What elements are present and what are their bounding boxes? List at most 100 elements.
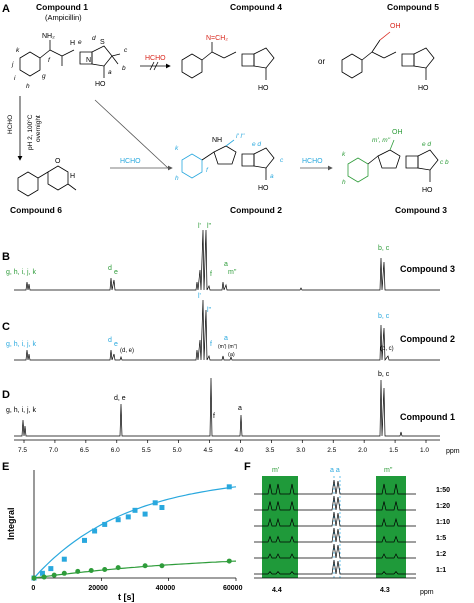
peak-d-aromatic: g, h, i, j, k — [6, 407, 36, 414]
blocked-mark-2 — [153, 61, 159, 71]
peak-b-aromatic: g, h, i, j, k — [6, 269, 36, 276]
arrow-diag-line — [94, 99, 169, 169]
e-point-blue — [48, 566, 54, 572]
peak-c-m-paren: (m') (m'') — [218, 344, 238, 350]
e-point-blue — [132, 507, 138, 513]
nmr-tick-label: 5.5 — [142, 447, 151, 454]
ho-label-c5: HO — [418, 85, 429, 92]
compound1-title: Compound 1 — [36, 2, 88, 12]
e-point-blue — [125, 514, 131, 520]
nmr-tick-label: 6.5 — [80, 447, 89, 454]
f-trace — [254, 543, 416, 559]
nmr-tick-label: 7.5 — [18, 447, 27, 454]
proton-m-c3: m', m'' — [372, 137, 391, 144]
e-fit-curve-blue — [33, 486, 237, 579]
peak-d-bc: b, c — [378, 371, 390, 378]
e-point-green — [51, 572, 57, 578]
peak-c-de-paren: (d, e) — [120, 348, 134, 354]
nmr-ticks: 7.5 7.0 6.5 6.0 5.5 5.0 4.5 4.0 3.5 3.0 2.5 2.0 1.5 1… — [18, 440, 429, 454]
e-point-blue — [115, 517, 121, 523]
h-label-c6: H — [70, 173, 75, 180]
compound5-structure — [341, 31, 435, 80]
peak-c-bc: b, c — [378, 313, 390, 320]
f-band-m2 — [376, 476, 406, 578]
peak-c-l1: l' — [198, 293, 201, 300]
e-data-points — [31, 484, 232, 581]
nmr-tick-label: 5.0 — [173, 447, 182, 454]
compound3-structure — [347, 139, 439, 183]
proton-a-c1: a — [108, 69, 112, 76]
compound2-spectrum-label: Compound 2 — [400, 334, 455, 344]
compound1-structure — [19, 40, 121, 78]
nmr-tick-label: 4.0 — [234, 447, 243, 454]
peak-c-a: a — [224, 335, 228, 342]
f-label-m2: m'' — [384, 467, 393, 474]
e-point-green — [75, 568, 81, 574]
oh-label-c3: OH — [392, 129, 403, 136]
ho-label-c3: HO — [422, 187, 433, 194]
peak-b-a: a — [224, 261, 228, 268]
compound5-title: Compound 5 — [387, 2, 439, 12]
e-point-blue — [226, 484, 232, 490]
spectrum-c — [14, 299, 440, 362]
proton-e-c1: e — [78, 39, 82, 46]
proton-k-c3: k — [342, 151, 346, 158]
nh-label-c2: NH — [212, 137, 222, 144]
f-ratio-label: 1:2 — [436, 551, 446, 558]
proton-a-c2: a — [270, 173, 274, 180]
compound6-title: Compound 6 — [10, 205, 62, 215]
f-ratio-label: 1:20 — [436, 503, 450, 510]
f-trace — [254, 479, 416, 495]
nmr-tick-label: 3.0 — [296, 447, 305, 454]
peak-c-e: e — [114, 341, 118, 348]
peak-b-f: f — [210, 271, 212, 278]
panel-a-letter: A — [2, 3, 10, 15]
e-point-green — [31, 575, 37, 581]
n-ch2-label: N=CH₂ — [206, 35, 228, 42]
panel-f-letter: F — [244, 461, 251, 473]
proton-g-c1: g — [42, 73, 46, 80]
compound4-title: Compound 4 — [230, 2, 282, 12]
proton-d-c1: d — [92, 35, 96, 42]
s-label-c1: S — [100, 39, 105, 46]
compound4-structure — [181, 42, 275, 80]
peak-d-de: d, e — [114, 395, 126, 402]
compound6-structure — [17, 165, 77, 197]
proton-i-c1: i — [14, 75, 16, 82]
e-fit-curve-green — [33, 560, 237, 579]
peak-b-e: e — [114, 269, 118, 276]
peak-b-d: d — [108, 265, 112, 272]
ho-label-c1: HO — [95, 81, 106, 88]
f-trace — [254, 559, 416, 575]
proton-k-c2: k — [175, 145, 179, 152]
nmr-tick-label: 1.5 — [389, 447, 398, 454]
peak-c-f: f — [210, 341, 212, 348]
condition-line1: pH 2, 100°C — [26, 114, 34, 150]
compound1-spectrum-label: Compound 1 — [400, 412, 455, 422]
f-xtick-44: 4.4 — [272, 587, 282, 594]
peak-c-a-paren: (a) — [228, 352, 235, 358]
nmr-tick-label: 2.5 — [327, 447, 336, 454]
compound2-structure — [181, 139, 275, 180]
panel-d-letter: D — [2, 389, 10, 401]
proton-k-c1: k — [16, 47, 20, 54]
nmr-tick-label: 4.5 — [204, 447, 213, 454]
o-label-c6: O — [55, 158, 61, 165]
ho-label-c2: HO — [258, 185, 269, 192]
panel-b-letter: B — [2, 251, 10, 263]
e-point-green — [61, 570, 67, 576]
hcho-left-label: HCHO — [7, 115, 14, 134]
nmr-tick-label: 2.0 — [358, 447, 367, 454]
f-label-m1: m' — [272, 467, 279, 474]
compound1-subtitle: (Ampicillin) — [45, 13, 82, 22]
proton-bc-c3: c b — [440, 159, 449, 166]
f-ratio-label: 1:10 — [436, 519, 450, 526]
nmr-tick-label: 3.5 — [265, 447, 274, 454]
compound3-title: Compound 3 — [395, 205, 447, 215]
nmr-tick-label: 6.0 — [111, 447, 120, 454]
e-point-blue — [159, 505, 165, 510]
f-trace — [254, 511, 416, 527]
f-trace — [254, 527, 416, 543]
e-point-green — [142, 563, 148, 569]
